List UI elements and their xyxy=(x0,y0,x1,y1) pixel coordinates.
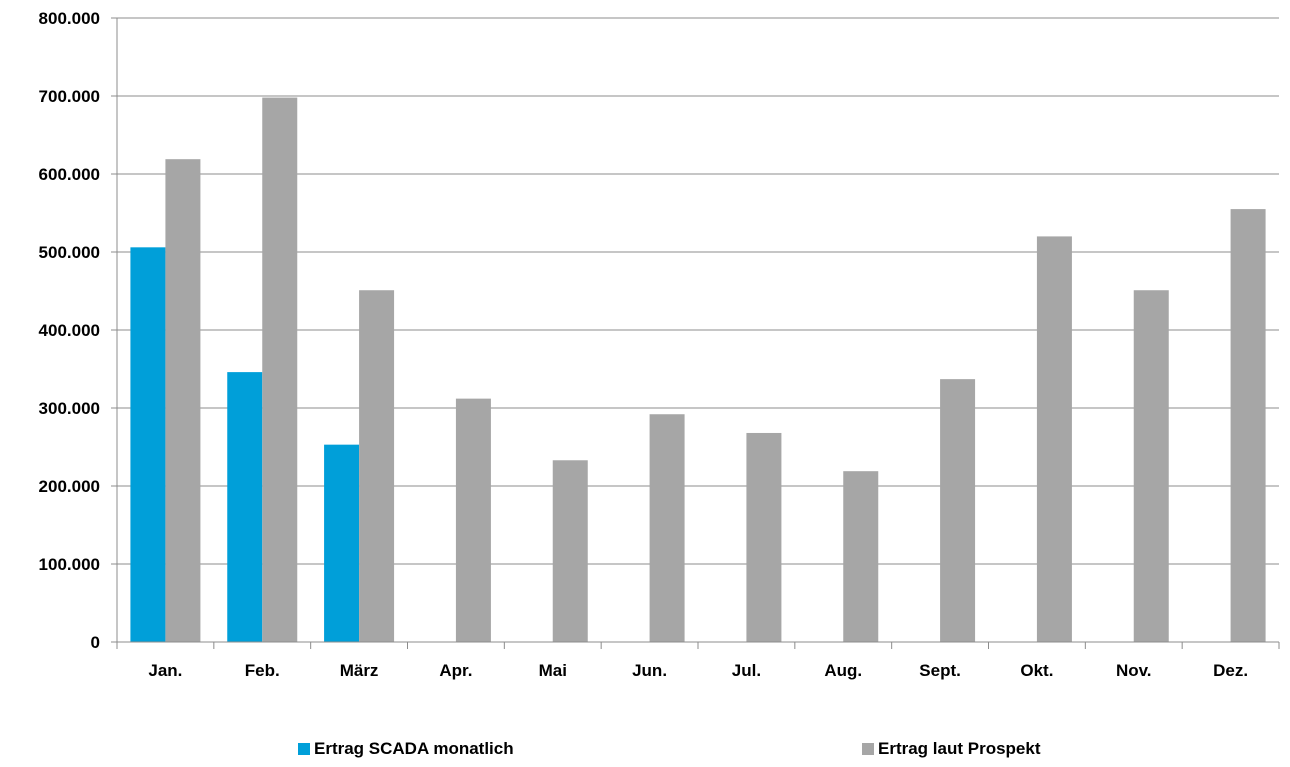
bar-prospekt xyxy=(1036,236,1072,642)
legend-item-prospekt: Ertrag laut Prospekt xyxy=(862,739,1041,759)
x-tick-label: Jun. xyxy=(632,661,667,680)
bar-prospekt xyxy=(359,290,395,642)
bar-prospekt xyxy=(1133,290,1169,642)
bar-prospekt xyxy=(649,414,685,642)
x-axis-tick-labels: Jan. Feb. März Apr. Mai Jun. Jul. Aug. Sept. Okt.… xyxy=(148,661,1248,680)
x-tick-label: Jul. xyxy=(732,661,761,680)
x-tick-label: Dez. xyxy=(1213,661,1248,680)
x-tick-label: Okt. xyxy=(1020,661,1053,680)
y-tick-label: 700.000 xyxy=(39,87,100,106)
y-tick-label: 200.000 xyxy=(39,477,100,496)
y-tick-label: 600.000 xyxy=(39,165,100,184)
legend-label-scada: Ertrag SCADA monatlich xyxy=(314,739,514,758)
bars xyxy=(130,97,1266,642)
y-tick-label: 0 xyxy=(91,633,100,652)
bar-prospekt xyxy=(552,460,588,642)
y-tick-label: 100.000 xyxy=(39,555,100,574)
bar-chart: 0 100.000 200.000 300.000 400.000 500.000 600.… xyxy=(39,9,1280,680)
y-tick-label: 500.000 xyxy=(39,243,100,262)
bar-prospekt xyxy=(746,432,782,642)
x-tick-label: Sept. xyxy=(919,661,961,680)
legend-item-scada: Ertrag SCADA monatlich xyxy=(298,739,514,759)
bar-scada xyxy=(130,247,166,642)
y-tick-label: 400.000 xyxy=(39,321,100,340)
x-tick-label: Apr. xyxy=(439,661,472,680)
bar-prospekt xyxy=(843,471,879,642)
bar-prospekt xyxy=(940,379,976,642)
x-tick-label: Nov. xyxy=(1116,661,1152,680)
y-tick-label: 300.000 xyxy=(39,399,100,418)
y-axis-tick-labels: 0 100.000 200.000 300.000 400.000 500.000 600.… xyxy=(39,9,100,652)
x-tick-label: Feb. xyxy=(245,661,280,680)
bar-prospekt xyxy=(455,398,491,642)
axes xyxy=(111,17,1280,649)
legend-swatch-prospekt xyxy=(862,743,874,755)
bar-scada xyxy=(227,372,263,642)
bar-prospekt xyxy=(1230,209,1266,642)
x-tick-label: Mai xyxy=(539,661,567,680)
y-tick-label: 800.000 xyxy=(39,9,100,28)
legend-swatch-scada xyxy=(298,743,310,755)
legend-label-prospekt: Ertrag laut Prospekt xyxy=(878,739,1041,758)
gridlines xyxy=(117,17,1279,565)
x-tick-label: Jan. xyxy=(148,661,182,680)
bar-prospekt xyxy=(165,159,201,642)
x-tick-label: Aug. xyxy=(824,661,862,680)
bar-prospekt xyxy=(262,97,298,642)
bar-scada xyxy=(324,444,360,642)
x-tick-label: März xyxy=(340,661,379,680)
